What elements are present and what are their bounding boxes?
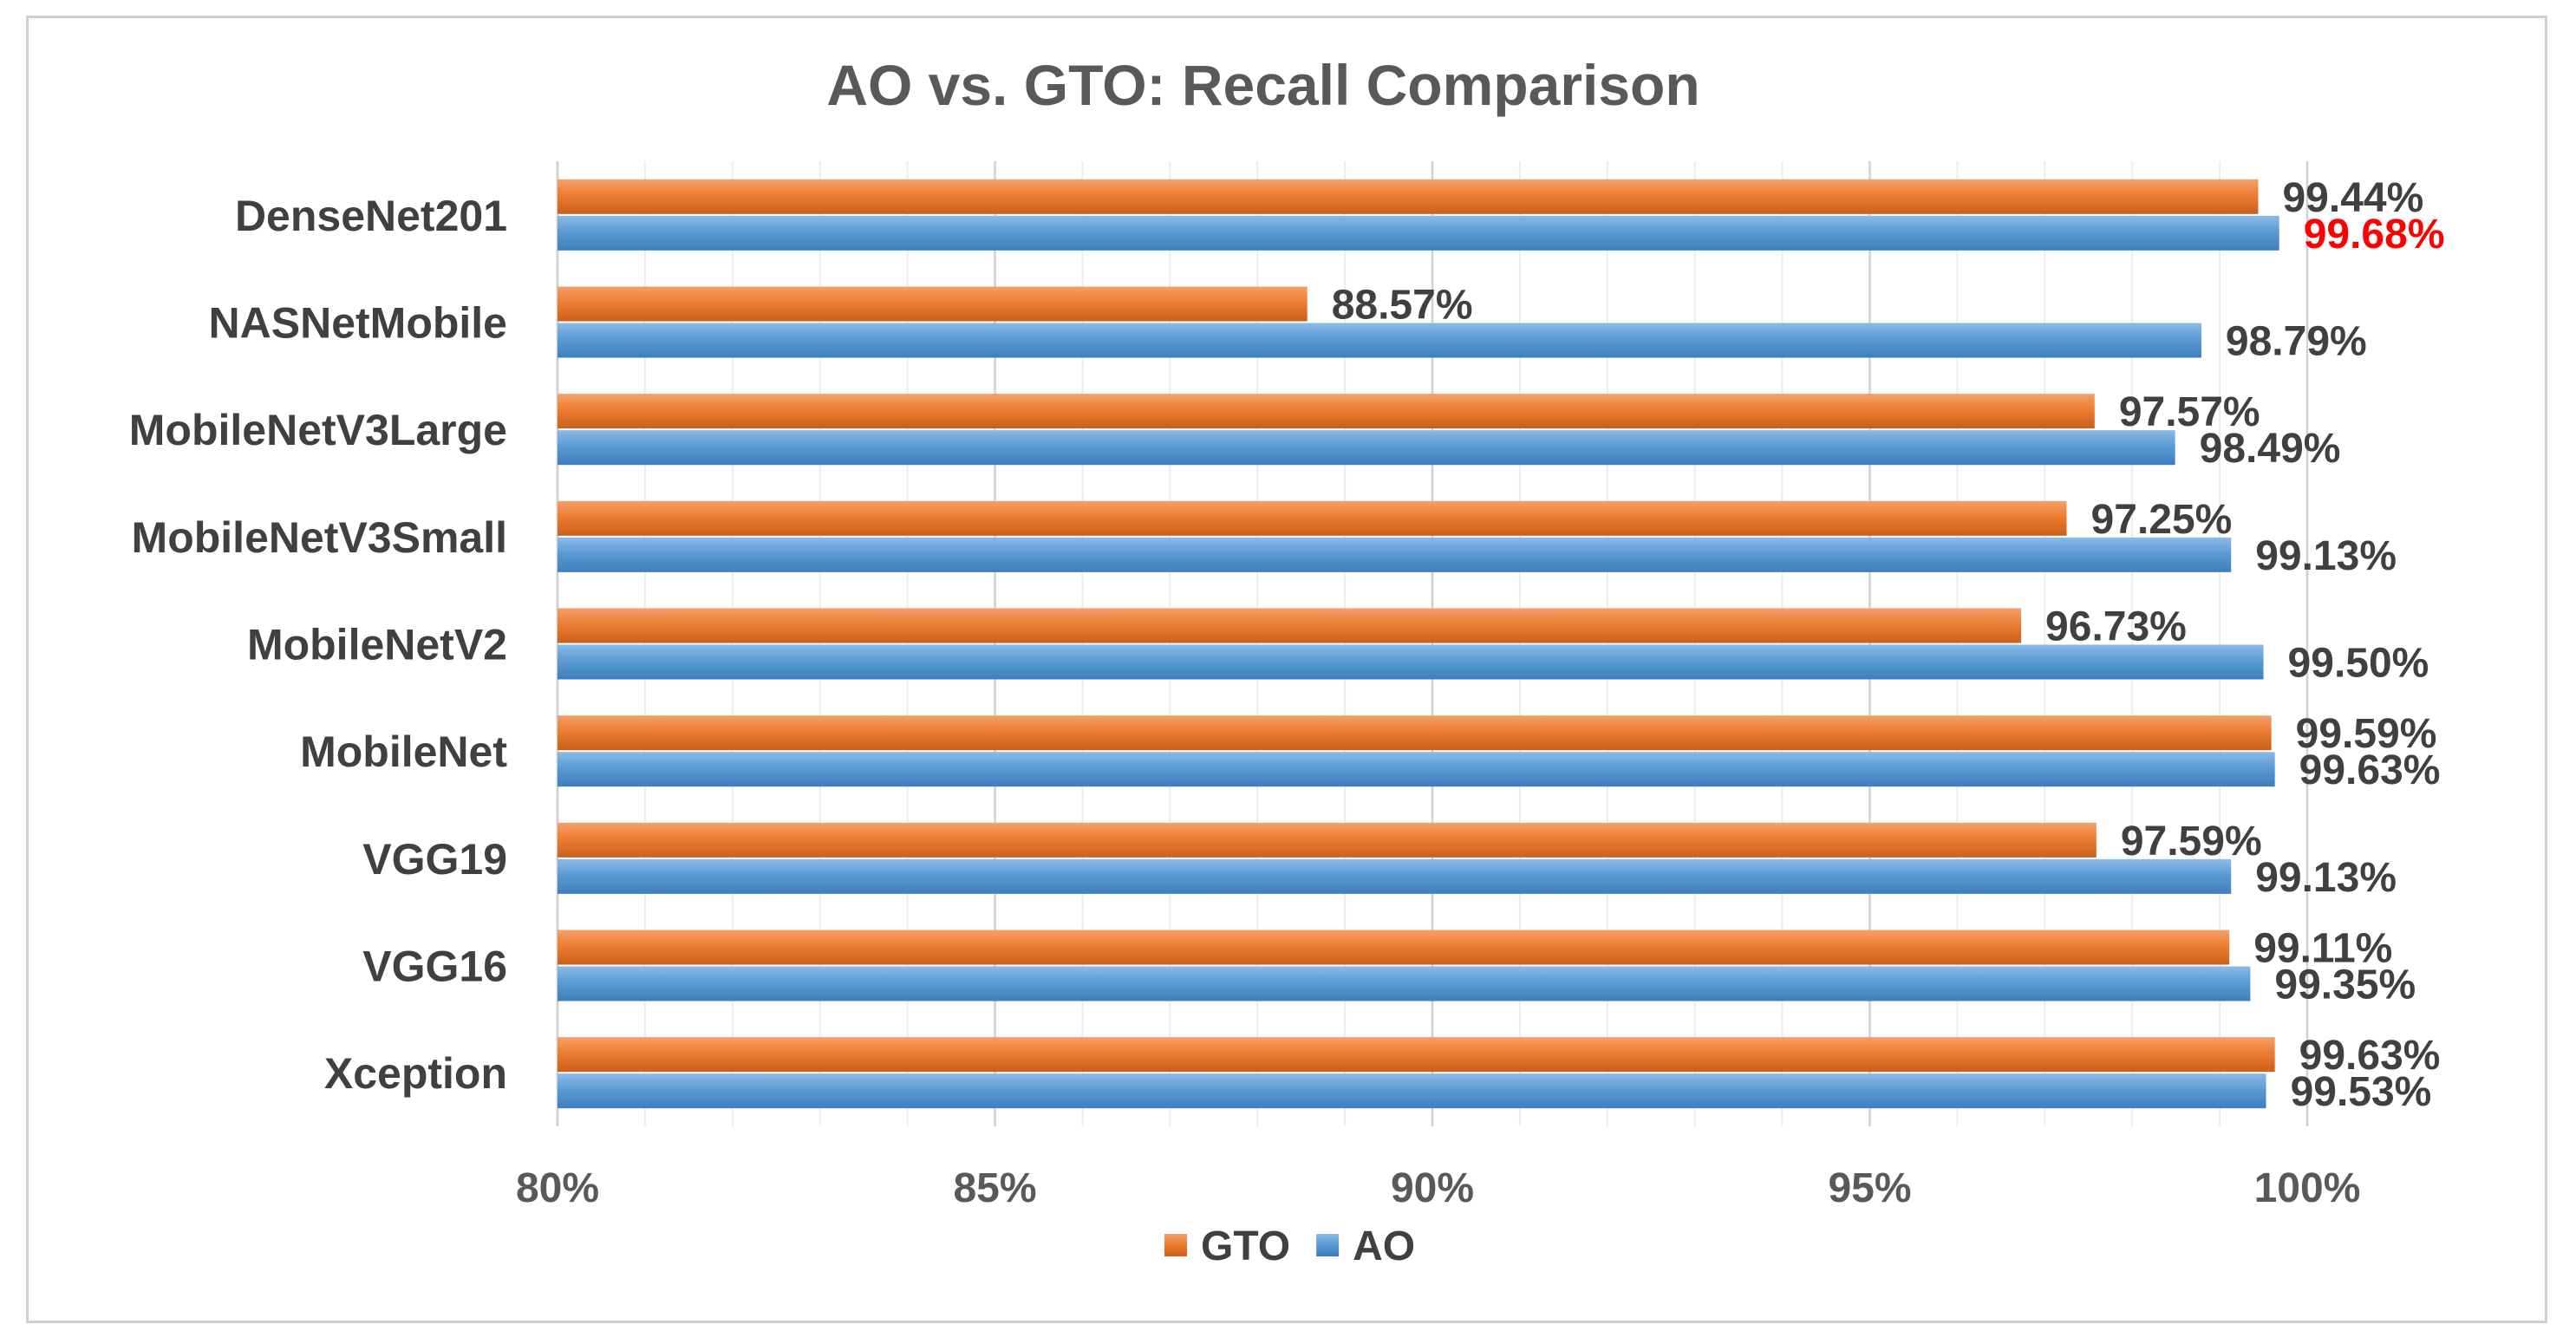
bars (558, 179, 2279, 1109)
bar-ao-mobilenet (558, 752, 2275, 787)
category-label: VGG19 (362, 835, 507, 884)
bar-gto-mobilenet (558, 715, 2272, 751)
bar-ao-xception (558, 1073, 2266, 1109)
data-label: 99.59% (2296, 711, 2437, 757)
category-label: MobileNetV3Small (132, 513, 507, 562)
bar-gto-mobilenetv3small (558, 500, 2067, 536)
x-tick-label: 90% (1391, 1165, 1474, 1211)
bar-ao-mobilenetv2 (558, 644, 2264, 680)
data-label: 99.50% (2288, 641, 2429, 687)
legend-label-gto: GTO (1201, 1223, 1290, 1269)
data-label: 97.25% (2091, 497, 2233, 543)
bar-ao-densenet201 (558, 215, 2279, 251)
bar-ao-nasnetmobile (558, 323, 2201, 358)
legend-swatch-ao (1316, 1234, 1340, 1256)
data-label: 97.59% (2121, 819, 2262, 864)
x-tick-label: 95% (1828, 1165, 1911, 1211)
legend-label-ao: AO (1353, 1223, 1415, 1269)
category-label: MobileNetV2 (247, 621, 507, 669)
data-labels: 99.44%99.68% 88.57% 98.79% 97.57%98.49% 97.2… (1332, 175, 2445, 1115)
bar-gto-vgg16 (558, 930, 2230, 965)
data-label: 99.68% (2304, 212, 2445, 258)
category-label: Xception (324, 1049, 507, 1098)
bar-ao-mobilenetv3large (558, 430, 2175, 466)
bar-gto-mobilenetv3large (558, 394, 2095, 429)
data-label: 99.63% (2299, 1033, 2441, 1079)
bar-gto-mobilenetv2 (558, 608, 2022, 643)
bar-gto-densenet201 (558, 179, 2259, 214)
data-label: 88.57% (1332, 283, 1473, 329)
data-label: 97.57% (2119, 389, 2260, 435)
recall-comparison-chart: AO vs. GTO: Recall Comparison 99.44%99.6… (129, 53, 2445, 1269)
x-tick-label: 80% (516, 1165, 599, 1211)
category-label: NASNetMobile (209, 299, 507, 348)
chart-title: AO vs. GTO: Recall Comparison (826, 53, 1699, 117)
data-label: 96.73% (2045, 604, 2187, 650)
bar-gto-vgg19 (558, 822, 2097, 858)
data-label: 99.13% (2255, 533, 2397, 579)
category-label: MobileNet (300, 727, 507, 776)
data-label: 99.63% (2299, 747, 2441, 793)
data-label: 99.44% (2282, 175, 2423, 221)
category-labels: DenseNet201 NASNetMobile MobileNetV3Large M… (129, 192, 508, 1098)
data-label: 99.13% (2255, 855, 2397, 901)
bar-ao-mobilenetv3small (558, 537, 2232, 572)
bar-ao-vgg16 (558, 966, 2251, 1001)
legend-swatch-gto (1164, 1234, 1187, 1256)
grid-lines (556, 161, 2309, 1126)
data-label: 99.53% (2291, 1069, 2432, 1115)
data-label: 99.35% (2274, 962, 2416, 1008)
bar-ao-vgg19 (558, 858, 2232, 894)
category-label: VGG16 (362, 943, 507, 991)
legend: GTO AO (1164, 1223, 1415, 1269)
x-tick-label: 100% (2254, 1165, 2361, 1211)
data-label: 98.49% (2200, 426, 2341, 472)
bar-gto-nasnetmobile (558, 286, 1308, 322)
bar-gto-xception (558, 1037, 2275, 1073)
category-label: MobileNetV3Large (129, 406, 507, 454)
data-label: 99.11% (2253, 926, 2392, 972)
data-label: 98.79% (2226, 319, 2367, 365)
category-label: DenseNet201 (235, 192, 507, 240)
x-tick-label: 85% (953, 1165, 1036, 1211)
x-axis-ticks: 80% 85% 90% 95% 100% (516, 1165, 2360, 1211)
chart-frame: AO vs. GTO: Recall Comparison 99.44% 99.6… (26, 16, 2547, 1323)
